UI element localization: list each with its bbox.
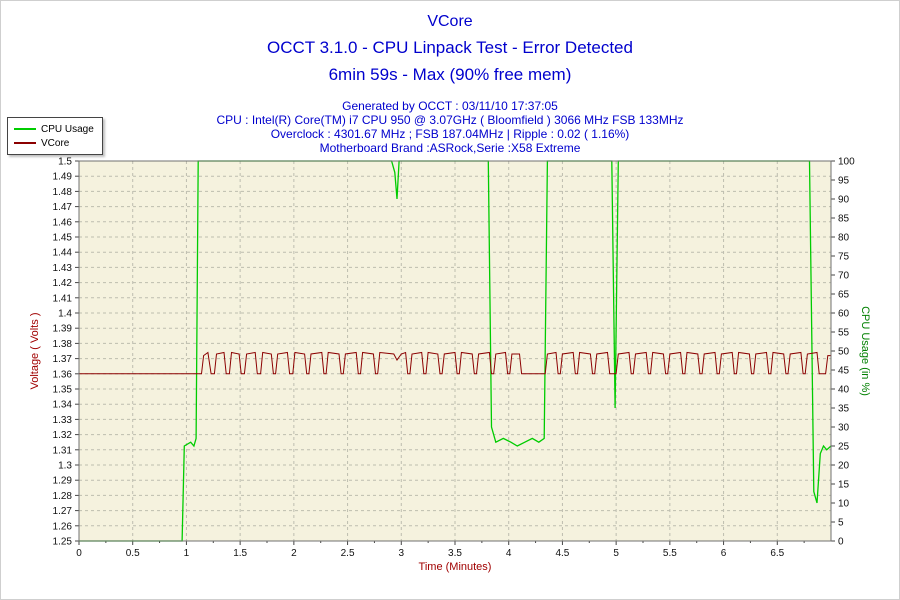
- right-axis-tick-label: 0: [838, 537, 844, 548]
- left-axis-tick-label: 1.25: [53, 537, 73, 548]
- right-axis-tick-label: 75: [838, 252, 850, 263]
- motherboard-line: Motherboard Brand :ASRock,Serie :X58 Ext…: [319, 141, 581, 155]
- right-axis-tick-label: 5: [838, 518, 844, 529]
- right-axis-tick-label: 55: [838, 328, 850, 339]
- right-axis-tick-label: 45: [838, 366, 850, 377]
- x-axis-tick-label: 4: [506, 548, 512, 559]
- left-axis-tick-label: 1.49: [53, 172, 73, 183]
- left-axis-tick-label: 1.33: [53, 415, 73, 426]
- left-axis-tick-label: 1.42: [53, 278, 73, 289]
- vcore-line: [79, 351, 831, 375]
- left-axis-tick-label: 1.31: [53, 445, 73, 456]
- right-axis-tick-label: 30: [838, 423, 850, 434]
- left-axis-tick-label: 1.4: [58, 309, 72, 320]
- cpu-spec-line: CPU : Intel(R) Core(TM) i7 CPU 950 @ 3.0…: [216, 113, 684, 127]
- x-axis-tick-label: 6: [721, 548, 727, 559]
- right-axis-tick-label: 95: [838, 176, 850, 187]
- plot-background: [79, 161, 831, 541]
- left-axis-tick-label: 1.38: [53, 339, 73, 350]
- left-axis-tick-label: 1.48: [53, 187, 73, 198]
- left-axis-tick-label: 1.47: [53, 202, 73, 213]
- right-axis-tick-label: 15: [838, 480, 850, 491]
- right-axis-tick-label: 35: [838, 404, 850, 415]
- legend-item-vcore: VCore: [14, 136, 94, 150]
- right-axis-tick-label: 80: [838, 233, 850, 244]
- x-axis-tick-label: 3.5: [448, 548, 462, 559]
- x-axis-tick-label: 2: [291, 548, 297, 559]
- title-block: VCore OCCT 3.1.0 - CPU Linpack Test - Er…: [1, 13, 899, 85]
- left-axis-tick-label: 1.35: [53, 385, 73, 396]
- left-axis-tick-label: 1.29: [53, 476, 73, 487]
- right-axis-tick-label: 25: [838, 442, 850, 453]
- left-axis-tick-label: 1.32: [53, 430, 73, 441]
- left-axis-tick-label: 1.27: [53, 506, 73, 517]
- right-axis-tick-label: 10: [838, 499, 850, 510]
- right-axis-tick-label: 50: [838, 347, 850, 358]
- left-axis-tick-label: 1.46: [53, 217, 73, 228]
- generated-line: Generated by OCCT : 03/11/10 17:37:05: [342, 99, 558, 113]
- right-axis-tick-label: 90: [838, 195, 850, 206]
- left-axis-tick-label: 1.36: [53, 369, 73, 380]
- x-axis-tick-label: 3: [399, 548, 405, 559]
- left-axis-tick-label: 1.26: [53, 521, 73, 532]
- left-axis-tick-label: 1.34: [53, 400, 73, 411]
- legend-label-cpu-usage: CPU Usage: [41, 123, 94, 135]
- x-axis-tick-label: 6.5: [770, 548, 784, 559]
- duration-title: 6min 59s - Max (90% free mem): [328, 65, 572, 84]
- x-axis-title: Time (Minutes): [418, 561, 492, 573]
- x-axis-tick-label: 2.5: [341, 548, 355, 559]
- left-axis-tick-label: 1.3: [58, 461, 72, 472]
- cpu-usage-line-swatch: [14, 128, 36, 130]
- x-axis-tick-label: 0.5: [126, 548, 140, 559]
- legend: CPU Usage VCore: [7, 117, 103, 155]
- info-block: Generated by OCCT : 03/11/10 17:37:05 CP…: [1, 99, 899, 155]
- legend-label-vcore: VCore: [41, 137, 70, 149]
- left-axis-tick-label: 1.43: [53, 263, 73, 274]
- cpu-usage-line: [79, 160, 832, 542]
- sensor-title: VCore: [427, 13, 473, 30]
- left-axis-tick-label: 1.41: [53, 293, 73, 304]
- overclock-line: Overclock : 4301.67 MHz ; FSB 187.04MHz …: [270, 127, 630, 141]
- x-axis-tick-label: 4.5: [555, 548, 569, 559]
- right-axis-tick-label: 100: [838, 157, 855, 168]
- left-axis-tick-label: 1.44: [53, 248, 73, 259]
- right-axis-tick-label: 40: [838, 385, 850, 396]
- left-axis-tick-label: 1.39: [53, 324, 73, 335]
- right-axis-tick-label: 70: [838, 271, 850, 282]
- x-axis-tick-label: 1: [184, 548, 190, 559]
- x-axis-tick-label: 5: [613, 548, 619, 559]
- vcore-line-swatch: [14, 142, 36, 144]
- test-title: OCCT 3.1.0 - CPU Linpack Test - Error De…: [267, 38, 633, 57]
- x-axis-tick-label: 0: [76, 548, 82, 559]
- legend-item-cpu-usage: CPU Usage: [14, 122, 94, 136]
- right-axis-tick-label: 20: [838, 461, 850, 472]
- right-axis-tick-label: 65: [838, 290, 850, 301]
- left-axis-tick-label: 1.5: [58, 157, 72, 168]
- plot-border: [78, 160, 832, 542]
- right-axis-tick-label: 60: [838, 309, 850, 320]
- left-axis-tick-label: 1.45: [53, 233, 73, 244]
- right-axis-tick-label: 85: [838, 214, 850, 225]
- left-axis-tick-label: 1.28: [53, 491, 73, 502]
- x-axis-tick-label: 1.5: [233, 548, 247, 559]
- left-axis-tick-label: 1.37: [53, 354, 73, 365]
- x-axis-tick-label: 5.5: [663, 548, 677, 559]
